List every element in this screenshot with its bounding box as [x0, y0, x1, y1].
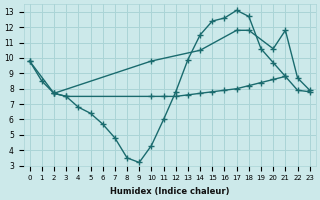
X-axis label: Humidex (Indice chaleur): Humidex (Indice chaleur) [110, 187, 229, 196]
